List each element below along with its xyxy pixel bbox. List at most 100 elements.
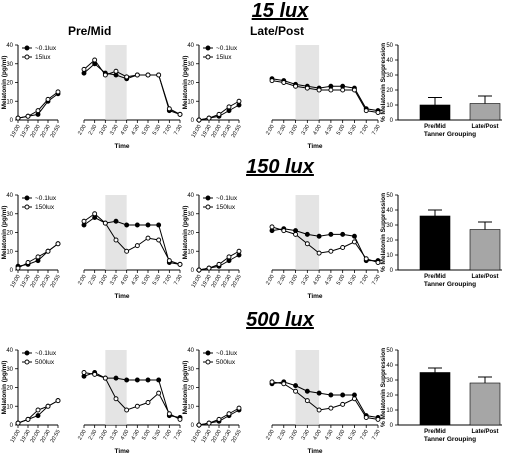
y-tick-label-row1-premid: 20 [6, 81, 13, 87]
x-tick-label-row1-late-baseline: 20:55 [231, 124, 243, 139]
series-light-late-baseline-point [236, 98, 242, 104]
series-light-late-night-point [328, 87, 334, 93]
series-light-late-night-point [340, 87, 346, 93]
y-axis-label-suppression: % Melatonin Suppression [380, 193, 387, 272]
x-tick-label-row2-late-baseline: 20:55 [231, 274, 243, 289]
y-tick-label-row1-late: 10 [187, 99, 194, 105]
series-light-premid-night-point [156, 72, 162, 78]
series-light-premid-night-point [102, 375, 108, 381]
x-tick-label-row1-premid-night: 4:30 [131, 124, 142, 136]
y-tick-label-row3-late: 30 [187, 367, 194, 373]
x-axis-label-time: Time [114, 448, 129, 453]
series-dim-premid-night-point [124, 222, 130, 228]
x-tick-label-row1-premid-night: 5:30 [152, 124, 163, 136]
x-axis-label-tanner: Tanner Grouping [424, 131, 476, 138]
y-tick-label-row2-bar: 20 [386, 238, 393, 244]
series-light-premid-night-point [166, 106, 172, 112]
legend-label: 150lux [35, 204, 55, 211]
x-tick-label-row3-late-night: 3:00 [289, 429, 300, 441]
series-light-late-night-line [271, 80, 379, 113]
series-light-premid-baseline-point [45, 248, 51, 254]
series-light-late-night-point [363, 256, 369, 262]
series-light-premid-night-point [113, 237, 119, 243]
x-tick-label-row2-premid-night: 7:00 [163, 274, 174, 286]
bar-premid [419, 215, 451, 271]
y-tick-label-row3-premid: 20 [6, 386, 13, 392]
series-light-late-night-point [269, 379, 275, 385]
series-light-late-night-point [375, 416, 381, 422]
x-tick-label-row2-late-night: 2:00 [265, 274, 276, 286]
y-axis-label-melatonin: Melatonin (pg/ml) [182, 56, 189, 110]
x-tick-label-row3-late-night: 7:00 [359, 429, 370, 441]
legend-marker [24, 45, 30, 51]
legend-marker [205, 204, 211, 210]
y-tick-label-row2-premid: 30 [6, 212, 13, 218]
x-tick-label-row3-late-night: 4:00 [312, 429, 323, 441]
series-dim-late-night-point [304, 231, 310, 237]
series-light-premid-night-point [92, 211, 98, 217]
x-tick-label-row1-late-night: 3:30 [301, 124, 312, 136]
series-light-premid-night-point [92, 57, 98, 63]
series-dim-premid-night-point [145, 222, 151, 228]
y-tick-label-row1-bar: 30 [386, 73, 393, 79]
series-light-premid-night-point [145, 400, 151, 405]
series-light-premid-night-point [145, 235, 151, 241]
y-tick-label-row2-bar: 0 [390, 268, 394, 274]
group-label-premid: Pre/Mid [68, 24, 112, 38]
series-light-late-night-point [293, 83, 299, 89]
legend-label: ~0.1lux [216, 350, 238, 357]
series-light-late-baseline-point [206, 265, 212, 271]
series-light-late-night-point [293, 231, 299, 237]
legend-marker [24, 359, 30, 365]
series-light-late-night-point [363, 415, 369, 420]
x-tick-label-row1-late-night: 5:00 [336, 124, 347, 136]
y-tick-label-row3-bar: 30 [386, 378, 393, 384]
series-dim-premid-night-line [83, 63, 181, 115]
legend-marker [205, 54, 211, 60]
series-light-premid-baseline-point [55, 241, 61, 247]
series-light-late-baseline-point [226, 411, 232, 417]
series-light-premid-night-point [177, 111, 183, 117]
series-light-late-night-point [340, 401, 346, 407]
x-tick-label-row3-premid-baseline: 20:55 [50, 429, 62, 444]
series-light-late-night-point [269, 78, 275, 84]
y-tick-label-row2-bar: 50 [386, 193, 393, 199]
legend-marker [205, 45, 211, 51]
legend-label: ~0.1lux [216, 195, 238, 202]
series-dim-late-night-line [271, 78, 379, 112]
series-light-premid-baseline-point [55, 89, 61, 95]
series-light-premid-night-point [81, 370, 87, 375]
series-light-late-baseline-point [206, 420, 212, 426]
legend-marker [205, 359, 211, 365]
y-tick-label-row2-bar: 30 [386, 223, 393, 229]
bar-category-label: Pre/Mid [424, 429, 446, 435]
series-light-premid-night-point [177, 416, 183, 422]
y-tick-label-row3-bar: 0 [390, 423, 394, 429]
bar-premid [419, 104, 451, 121]
series-dim-premid-baseline-point [35, 413, 41, 419]
x-tick-label-row2-late-night: 4:30 [324, 274, 335, 286]
y-tick-label-row2-late: 20 [187, 231, 194, 237]
y-tick-label-row3-late: 0 [191, 423, 195, 429]
x-tick-label-row2-late-night: 7:00 [359, 274, 370, 286]
series-dim-premid-night-point [113, 218, 119, 224]
x-tick-label-row2-premid-night: 4:30 [131, 274, 142, 286]
series-light-premid-night-point [102, 72, 108, 78]
x-tick-label-row1-premid-night: 5:00 [141, 124, 152, 136]
series-light-late-night-point [293, 388, 299, 394]
y-axis-label-melatonin: Melatonin (pg/ml) [1, 56, 8, 110]
series-light-premid-night-point [102, 220, 108, 226]
series-light-late-baseline-point [226, 254, 232, 260]
series-light-premid-night-point [177, 261, 183, 267]
x-axis-label-time: Time [114, 143, 129, 150]
series-light-late-night-point [316, 407, 322, 413]
light-exposure-shade [295, 350, 320, 425]
series-light-premid-baseline-point [45, 403, 51, 409]
y-tick-label-row2-late: 30 [187, 212, 194, 218]
y-tick-label-row3-late: 40 [187, 348, 194, 354]
series-light-premid-baseline-point [35, 108, 41, 114]
x-tick-label-row2-premid-night: 3:00 [99, 274, 110, 286]
series-light-premid-baseline-point [35, 407, 41, 413]
series-light-late-night-point [340, 245, 346, 250]
series-light-late-baseline-point [216, 416, 222, 422]
